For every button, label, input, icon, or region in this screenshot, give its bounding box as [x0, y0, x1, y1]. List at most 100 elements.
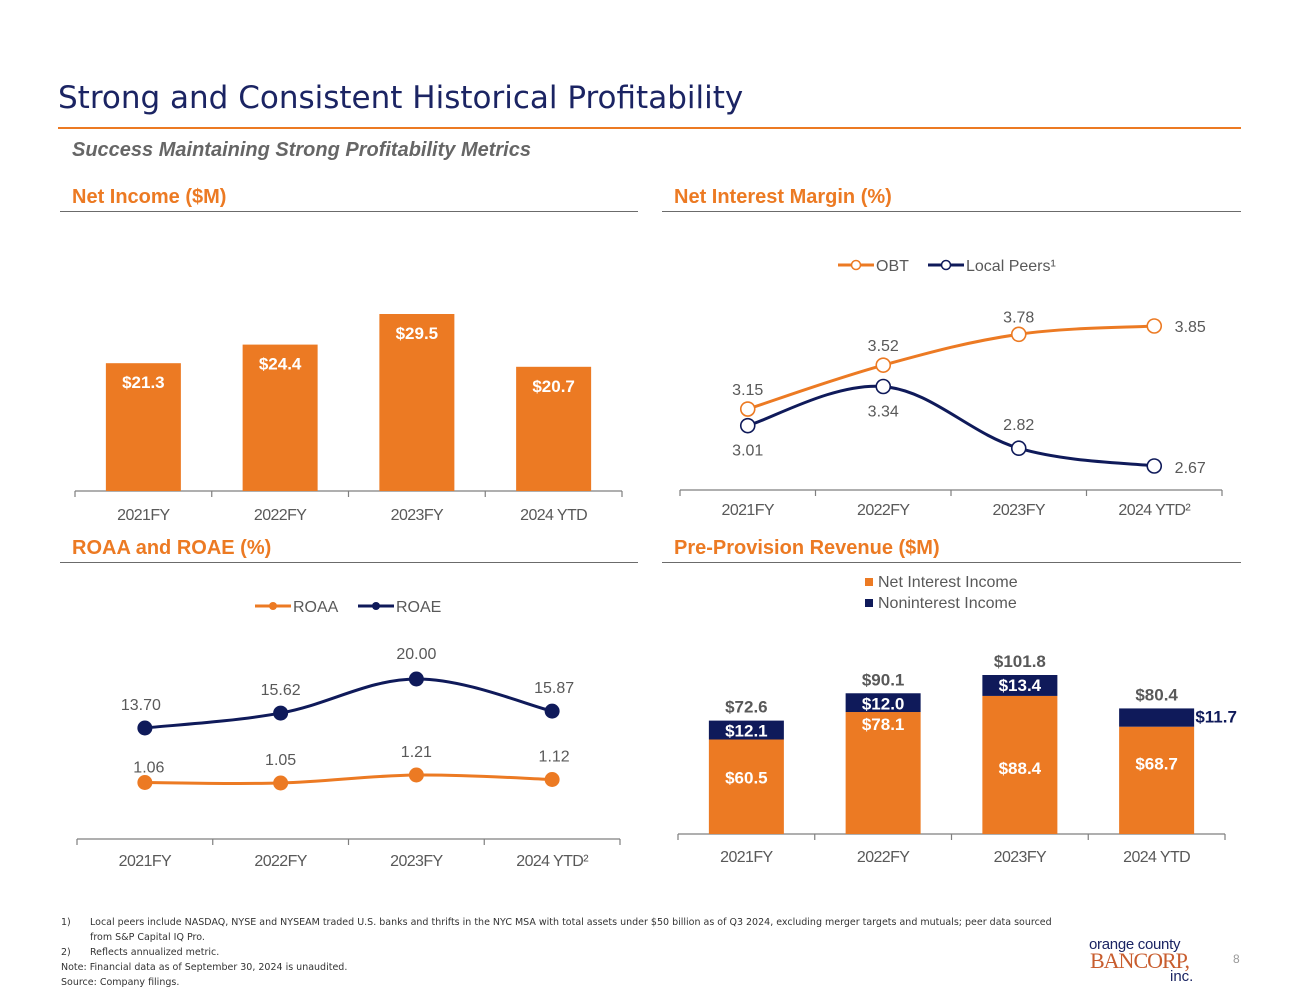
roaa-roae-data-label: 1.05 [265, 752, 296, 769]
nim-legend-label: OBT [876, 258, 909, 275]
roaa-roae-data-label: 1.21 [401, 744, 432, 761]
roaa-roae-data-point [273, 705, 289, 721]
nim-data-label: 3.78 [1003, 309, 1034, 326]
logo-line-1: orange county [1089, 936, 1181, 953]
roaa-roae-data-point [544, 772, 560, 787]
footnote-number: 1) [61, 917, 71, 928]
footnote-number: 2) [61, 947, 71, 958]
ppr-legend-swatch [865, 599, 873, 607]
ppr-category-label: 2024 YTD [1123, 849, 1190, 866]
note-unaudited: Note: Financial data as of September 30,… [61, 962, 348, 973]
net-income-heading-rule [60, 211, 638, 212]
company-logo: orange county BANCORP, inc. [1088, 936, 1203, 988]
ppr-legend-swatch [865, 578, 873, 586]
nim-data-point [875, 378, 892, 395]
nim-data-point [875, 357, 892, 373]
ppr-nii-data-label: $88.4 [999, 759, 1042, 778]
nim-data-label: 2.67 [1175, 460, 1206, 477]
nim-data-label: 3.15 [732, 382, 763, 399]
net-income-category-label: 2023FY [391, 507, 444, 524]
roaa-roae-legend: ROAA ROAE [255, 599, 441, 616]
page-title: Strong and Consistent Historical Profita… [58, 80, 744, 116]
logo-line-2: BANCORP, [1090, 948, 1190, 973]
nim-category-label: 2023FY [993, 502, 1046, 519]
ppr-legend-label: Noninterest Income [878, 595, 1017, 612]
roaa-roae-legend-marker [269, 602, 277, 610]
net-income-data-label: $29.5 [396, 324, 439, 343]
roaa-roae-data-point [544, 703, 560, 719]
net-income-category-label: 2022FY [254, 507, 307, 524]
ppr-category-label: 2021FY [720, 849, 773, 866]
net-income-data-label: $21.3 [122, 373, 165, 392]
ppr-bar-net-interest-income [1119, 726, 1195, 834]
roaa-roae-category-label: 2021FY [119, 853, 172, 870]
nim-data-label: 3.34 [868, 404, 899, 421]
roaa-roae-legend-label: ROAA [293, 599, 339, 616]
ppr-legend-label: Net Interest Income [878, 574, 1018, 591]
nim-category-label: 2022FY [857, 502, 910, 519]
nim-data-point [1146, 458, 1163, 474]
note-source: Source: Company filings. [61, 977, 180, 988]
net-income-bar [242, 344, 318, 491]
roaa-roae-data-point [137, 720, 153, 736]
logo-line-3: inc. [1170, 968, 1194, 985]
ppr-nii-data-label: $68.7 [1135, 755, 1178, 774]
ppr-nonii-data-label: $12.0 [862, 694, 905, 713]
nim-data-label: 3.85 [1175, 319, 1206, 336]
footnote-2: 2) Reflects annualized metric. [61, 945, 1061, 960]
ppr-bar-noninterest-income [1119, 708, 1195, 727]
ppr-nonii-data-label: $12.1 [725, 722, 768, 741]
nim-category-label: 2021FY [722, 502, 775, 519]
net-income-bar [379, 314, 455, 491]
nim-data-point [739, 417, 756, 434]
roaa-roae-series-line [143, 677, 554, 730]
roaa-roae-data-label: 20.00 [396, 646, 436, 663]
ppr-nii-data-label: $60.5 [725, 769, 768, 788]
nim-data-point [1010, 440, 1027, 457]
roaa-roae-data-point [273, 775, 289, 791]
net-income-category-label: 2021FY [117, 507, 170, 524]
ppr-bar-noninterest-income [845, 693, 921, 713]
roaa-roae-heading: ROAA and ROAE (%) [72, 537, 272, 559]
nim-data-label: 3.52 [868, 338, 899, 355]
net-income-plot: $21.3 $24.4 $29.5 $20.7 2021FY 2022FY 2023FY 20… [74, 314, 623, 524]
footnotes: 1) Local peers include NASDAQ, NYSE and … [61, 915, 1061, 990]
ppr-nonii-data-label: $11.7 [1195, 707, 1237, 726]
ppr-bar-noninterest-income [708, 720, 784, 740]
nim-series-line [746, 384, 1156, 468]
net-income-data-label: $24.4 [259, 355, 302, 374]
roaa-roae-legend-label: ROAE [396, 599, 441, 616]
footnote-text: Local peers include NASDAQ, NYSE and NYS… [90, 917, 1052, 943]
nim-heading: Net Interest Margin (%) [674, 186, 892, 208]
roaa-roae-data-point [408, 767, 424, 783]
roaa-roae-data-point [408, 671, 424, 687]
nim-data-point [1010, 326, 1027, 343]
ppr-total-label: $101.8 [994, 652, 1046, 671]
net-income-heading: Net Income ($M) [72, 186, 227, 208]
nim-legend-label: Local Peers¹ [966, 258, 1056, 275]
roaa-roae-series-line [143, 773, 554, 786]
footnote-text: Reflects annualized metric. [90, 947, 220, 958]
ppr-legend: Net Interest Income Noninterest Income [865, 574, 1018, 612]
roaa-roae-data-label: 1.12 [539, 749, 570, 766]
ppr-bar-noninterest-income [982, 675, 1058, 696]
nim-series-line [746, 324, 1156, 411]
footnote-1: 1) Local peers include NASDAQ, NYSE and … [61, 915, 1061, 945]
roaa-roae-category-label: 2023FY [390, 853, 443, 870]
ppr-total-label: $90.1 [862, 670, 905, 689]
ppr-bar-net-interest-income [708, 739, 784, 834]
ppr-bar-net-interest-income [982, 695, 1058, 834]
roaa-roae-category-label: 2024 YTD² [516, 853, 589, 870]
roaa-roae-data-point [137, 775, 153, 790]
nim-data-label: 2.82 [1003, 417, 1034, 434]
nim-data-point [739, 401, 756, 417]
ppr-nii-data-label: $78.1 [862, 715, 905, 734]
nim-category-label: 2024 YTD² [1118, 502, 1191, 519]
roaa-roae-data-label: 13.70 [121, 697, 161, 714]
ppr-plot: Net Interest Income Noninterest Income $60… [677, 574, 1237, 866]
nim-heading-rule [662, 211, 1241, 212]
net-income-category-label: 2024 YTD [520, 507, 587, 524]
roaa-roae-data-label: 1.06 [133, 760, 164, 777]
title-divider [58, 127, 1241, 129]
